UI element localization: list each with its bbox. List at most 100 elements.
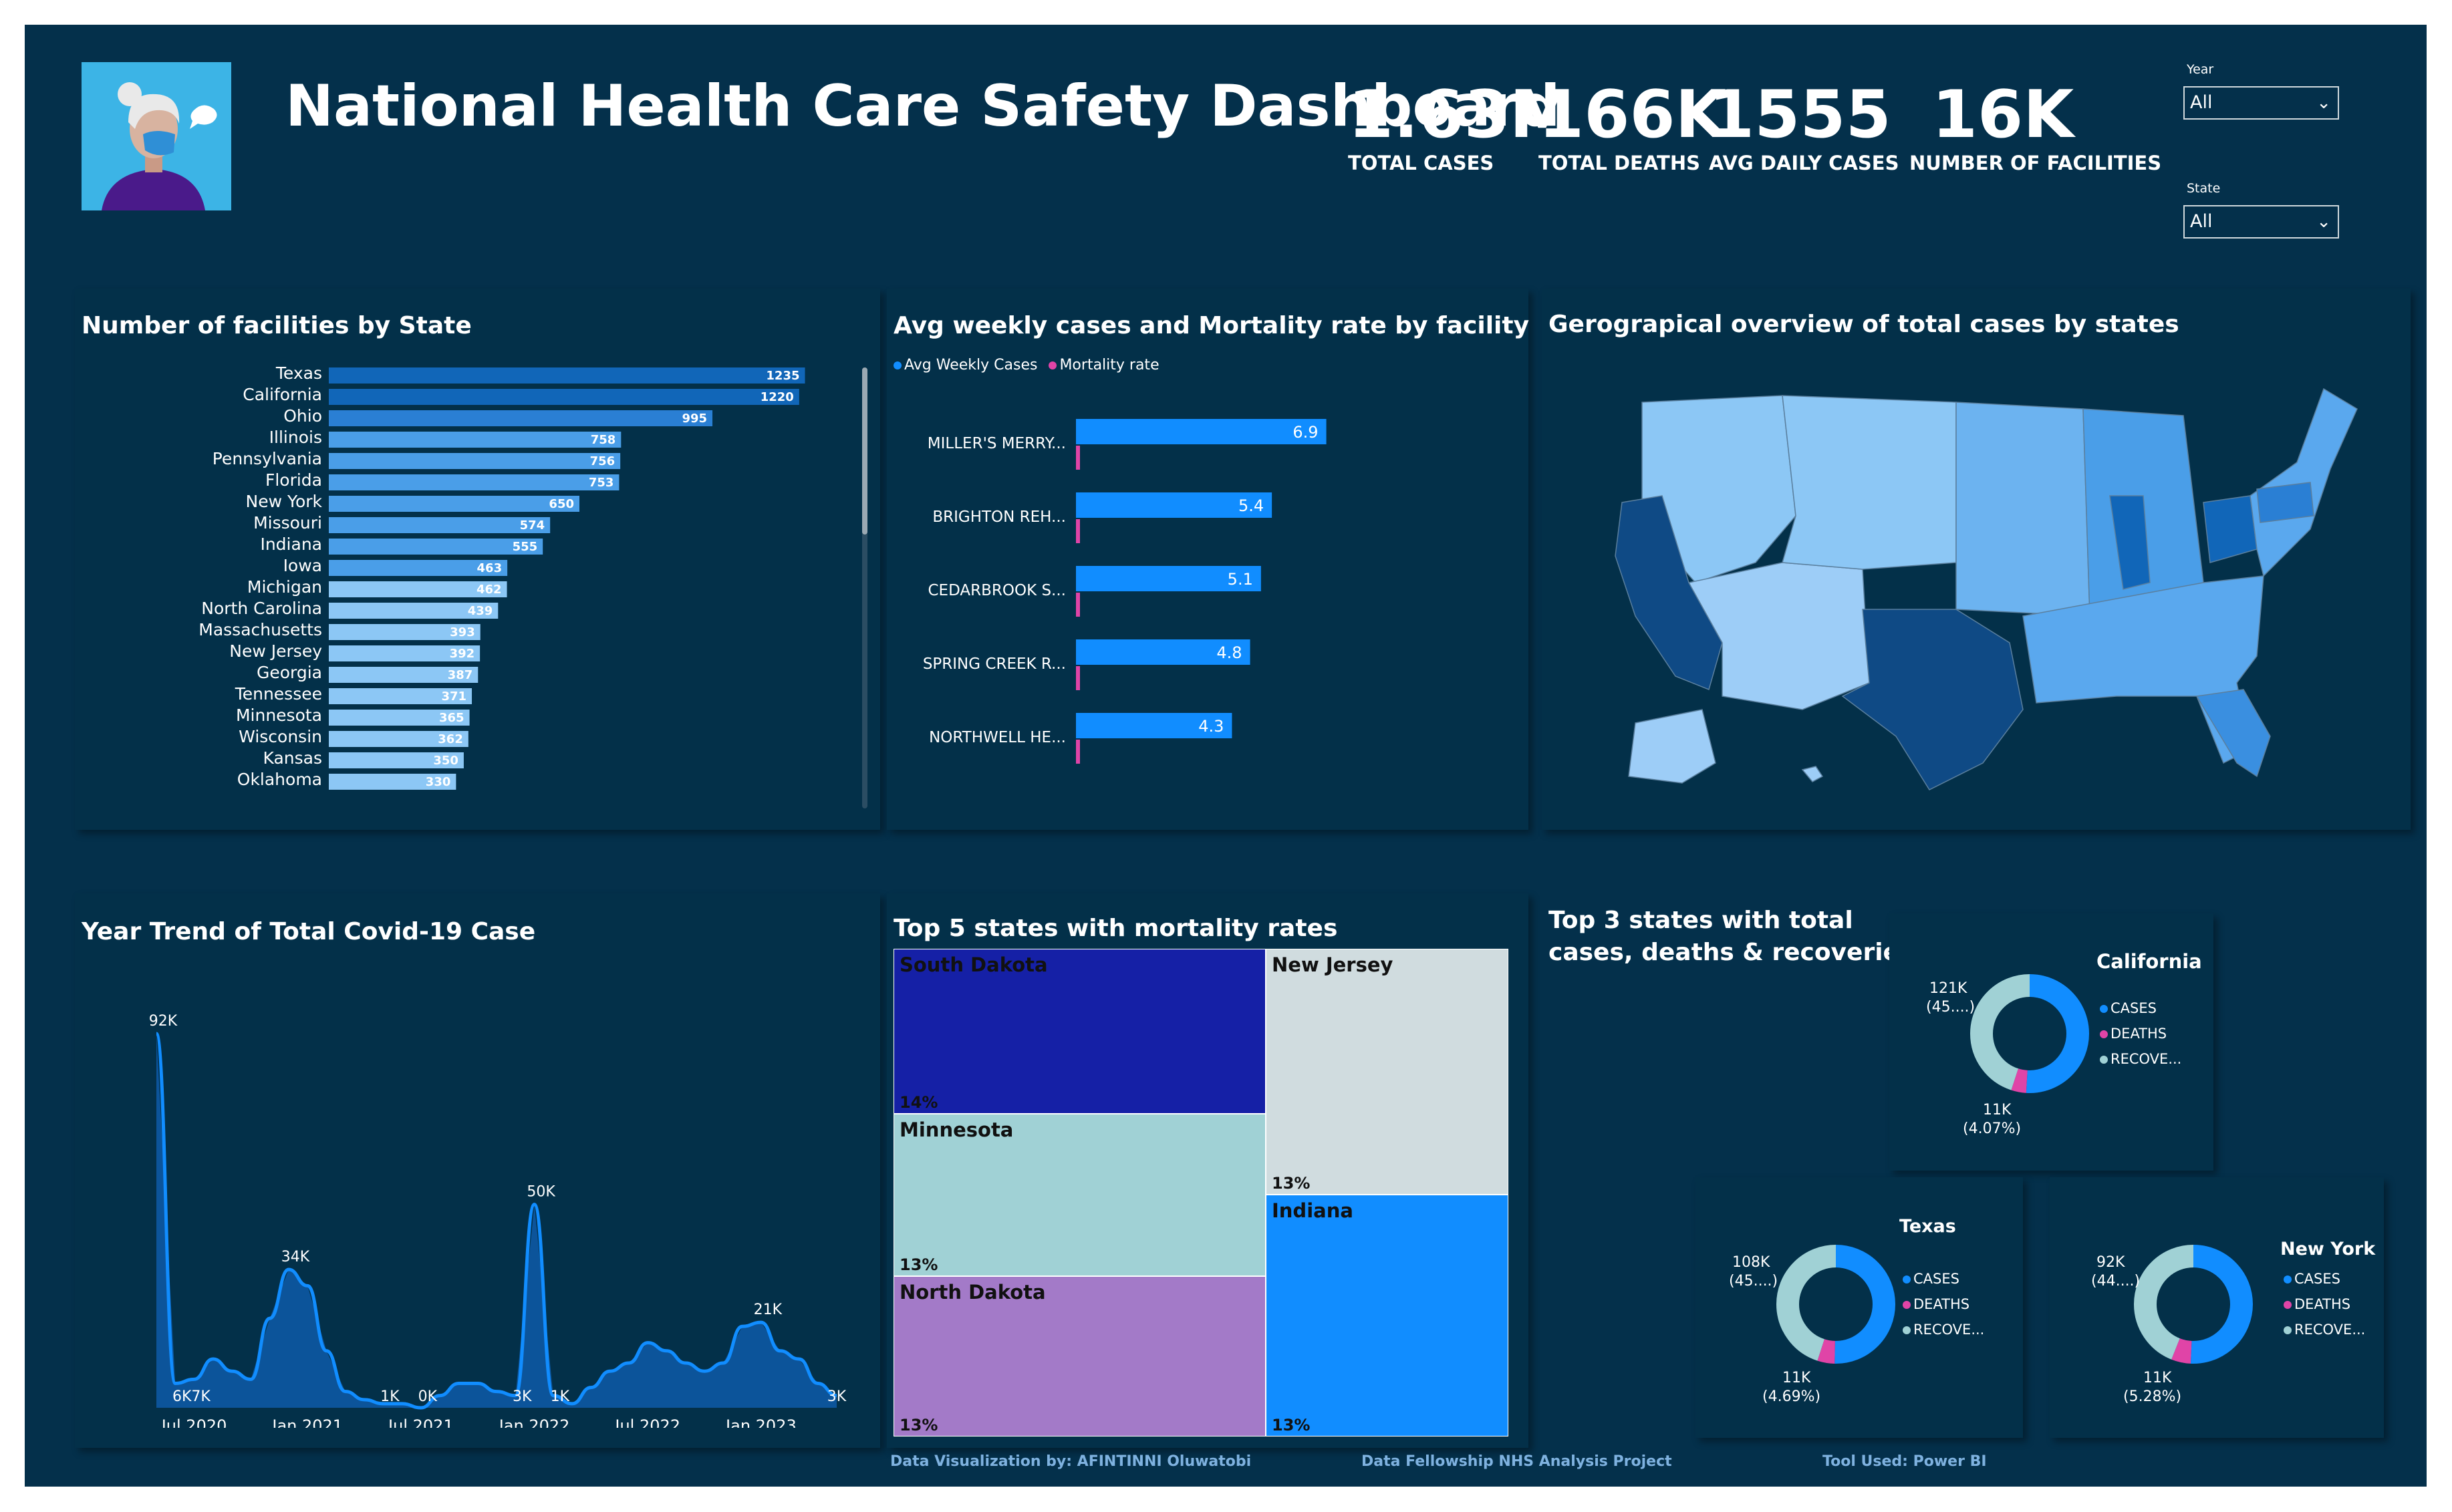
scrollbar-thumb[interactable] xyxy=(862,367,867,535)
donut-slice-recoveries xyxy=(1970,974,2089,1093)
donut-card-new-york: New York 92K (44....) 11K (5.28%) CASES D… xyxy=(2050,1177,2384,1438)
bar-value-label: 462 xyxy=(476,583,502,597)
dashboard-canvas: National Health Care Safety Dashboard 1.… xyxy=(25,25,2427,1487)
facility-label: CEDARBROOK S... xyxy=(928,582,1066,599)
facilities-chart-title: Number of facilities by State xyxy=(82,312,472,339)
donut-state-label: California xyxy=(2096,950,2202,973)
trend-chart-title: Year Trend of Total Covid-19 Case xyxy=(82,918,536,945)
bar xyxy=(329,710,470,726)
bar xyxy=(329,389,799,405)
legend-dot xyxy=(1903,1301,1911,1309)
bar-category-label: Minnesota xyxy=(236,706,322,725)
legend-item: RECOVE... xyxy=(1903,1322,1984,1338)
bar-value-label: 753 xyxy=(589,476,614,490)
trend-area xyxy=(156,1034,837,1408)
donut-chart-california xyxy=(1970,974,2089,1093)
facility-label: BRIGHTON REH... xyxy=(932,508,1066,526)
bar-category-label: Pennsylvania xyxy=(213,449,322,468)
kpi-total-cases-value: 1.63M xyxy=(1348,77,1575,153)
state-slicer-dropdown[interactable]: All ⌄ xyxy=(2183,205,2339,239)
mortality-bar xyxy=(1076,740,1080,764)
x-tick-label: Jan 2022 xyxy=(498,1416,570,1428)
data-label: 3K xyxy=(827,1388,847,1405)
map-region-ohio[interactable] xyxy=(2203,495,2258,563)
trend-line xyxy=(154,1032,837,1410)
bar-value-label: 758 xyxy=(591,433,616,447)
facility-label: MILLER'S MERRY... xyxy=(928,435,1066,452)
map-region-illinois[interactable] xyxy=(2109,495,2151,590)
bar xyxy=(329,624,481,640)
donut-state-label: Texas xyxy=(1899,1216,1956,1237)
map-region-hawaii[interactable] xyxy=(1801,766,1824,782)
bar-value-label: 387 xyxy=(448,668,473,682)
legend-label: DEATHS xyxy=(1913,1296,1970,1312)
footer-project: Data Fellowship NHS Analysis Project xyxy=(1361,1453,1672,1470)
bar-category-label: Missouri xyxy=(253,513,322,533)
treemap-cell-new-jersey[interactable]: New Jersey 13% xyxy=(1266,949,1508,1195)
legend-item: RECOVE... xyxy=(2100,1051,2181,1067)
treemap-title: Top 5 states with mortality rates xyxy=(894,915,1338,942)
state-slicer-label: State xyxy=(2187,181,2221,196)
bar xyxy=(329,560,508,576)
legend-item: DEATHS xyxy=(2284,1296,2365,1312)
data-label: 7K xyxy=(191,1388,211,1405)
bar xyxy=(329,474,620,490)
treemap-cell-minnesota[interactable]: Minnesota 13% xyxy=(894,1114,1266,1276)
facilities-bar-chart: Texas 1235 California 1220 Ohio 995 Illinois 75… xyxy=(198,363,805,790)
map-region-mountain[interactable] xyxy=(1782,395,1957,570)
map-panel: Gerograpical overview of total cases by … xyxy=(1542,289,2411,830)
treemap-value: 13% xyxy=(900,1416,938,1434)
map-region-plains[interactable] xyxy=(1955,402,2090,617)
treemap-label: Indiana xyxy=(1272,1199,1353,1222)
data-label: 21K xyxy=(754,1302,783,1318)
facilities-scrollbar[interactable] xyxy=(862,367,867,808)
bar-category-label: Iowa xyxy=(283,556,322,575)
weekly-cases-bar xyxy=(1076,566,1261,591)
legend-dot xyxy=(2100,1005,2108,1013)
state-slicer-value: All xyxy=(2190,211,2213,232)
page-title: National Health Care Safety Dashboard xyxy=(285,73,1560,140)
legend-item: DEATHS xyxy=(2100,1026,2181,1042)
donut-legend: CASES DEATHS RECOVE... xyxy=(2284,1271,2365,1347)
treemap-label: Minnesota xyxy=(900,1118,1014,1141)
donut-top-sub: (45....) xyxy=(1729,1273,1778,1290)
treemap-label: New Jersey xyxy=(1272,953,1393,976)
donut-state-label: New York xyxy=(2280,1239,2376,1259)
bar-category-label: California xyxy=(243,385,322,404)
treemap-cell-north-dakota[interactable]: North Dakota 13% xyxy=(894,1276,1266,1437)
data-label: 0K xyxy=(418,1388,438,1405)
bar-value-label: 392 xyxy=(450,647,475,661)
us-map[interactable] xyxy=(1582,362,2370,816)
mortality-bar xyxy=(1076,666,1080,690)
map-title: Gerograpical overview of total cases by … xyxy=(1548,311,2179,338)
weekly-legend: Avg Weekly Cases Mortality rate xyxy=(894,357,1160,373)
treemap-cell-indiana[interactable]: Indiana 13% xyxy=(1266,1195,1508,1437)
bar-category-label: Massachusetts xyxy=(198,620,322,639)
map-region-texas[interactable] xyxy=(1841,609,2024,790)
donut-bottom-label: 11K xyxy=(1983,1102,2012,1118)
donut-bottom-sub: (5.28%) xyxy=(2123,1388,2182,1405)
map-region-california[interactable] xyxy=(1615,495,1723,691)
donut-bottom-sub: (4.69%) xyxy=(1762,1388,1821,1405)
treemap-label: South Dakota xyxy=(900,953,1048,976)
legend-item: DEATHS xyxy=(1903,1296,1984,1312)
map-region-pennsylvania[interactable] xyxy=(2256,482,2314,523)
bar-category-label: Illinois xyxy=(269,428,322,447)
data-label: 1K xyxy=(551,1388,570,1405)
donut-bottom-sub: (4.07%) xyxy=(1963,1120,2022,1137)
map-region-florida[interactable] xyxy=(2195,689,2271,778)
donut-slice-recoveries xyxy=(1776,1245,1895,1364)
bar-value-label: 1220 xyxy=(761,390,794,404)
treemap-label: North Dakota xyxy=(900,1281,1046,1304)
map-region-northeast[interactable] xyxy=(2250,388,2358,577)
data-label: 6K xyxy=(172,1388,192,1405)
treemap-cell-south-dakota[interactable]: South Dakota 14% xyxy=(894,949,1266,1114)
year-slicer-dropdown[interactable]: All ⌄ xyxy=(2183,86,2339,120)
legend-label: CASES xyxy=(2294,1271,2340,1287)
bar xyxy=(329,517,551,533)
treemap-panel: Top 5 states with mortality rates South … xyxy=(887,893,1528,1448)
weekly-cases-value: 4.8 xyxy=(1216,643,1242,662)
treemap-value: 13% xyxy=(900,1255,938,1274)
map-region-alaska[interactable] xyxy=(1628,709,1716,784)
legend-dot xyxy=(1903,1275,1911,1283)
